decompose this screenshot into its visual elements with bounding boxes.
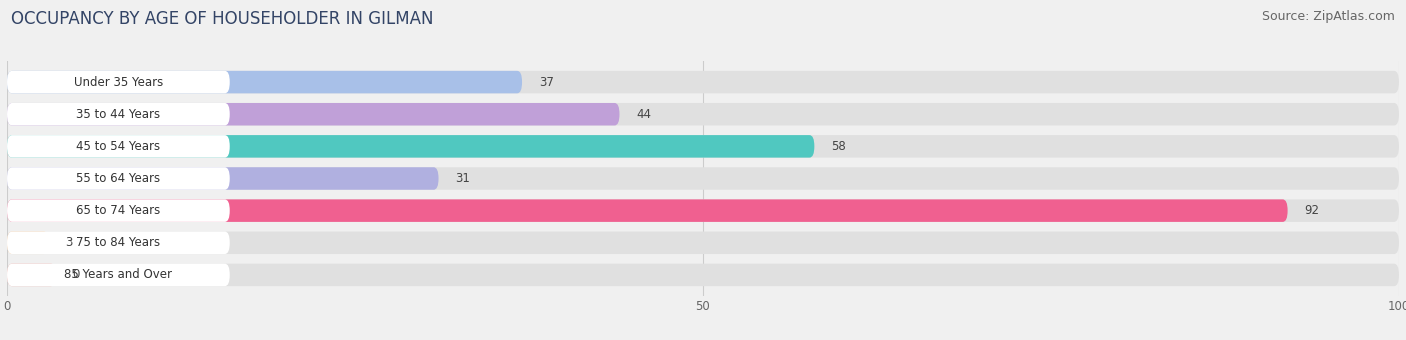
- FancyBboxPatch shape: [7, 135, 814, 158]
- Text: 44: 44: [636, 108, 651, 121]
- Text: 85 Years and Over: 85 Years and Over: [65, 268, 173, 282]
- Text: 37: 37: [538, 75, 554, 89]
- Text: 3: 3: [66, 236, 73, 249]
- Text: 92: 92: [1305, 204, 1319, 217]
- FancyBboxPatch shape: [7, 71, 1399, 94]
- FancyBboxPatch shape: [7, 232, 1399, 254]
- Text: Source: ZipAtlas.com: Source: ZipAtlas.com: [1261, 10, 1395, 23]
- Text: 75 to 84 Years: 75 to 84 Years: [76, 236, 160, 249]
- Text: 35 to 44 Years: 35 to 44 Years: [76, 108, 160, 121]
- FancyBboxPatch shape: [7, 167, 229, 190]
- FancyBboxPatch shape: [7, 264, 229, 286]
- Text: 55 to 64 Years: 55 to 64 Years: [76, 172, 160, 185]
- FancyBboxPatch shape: [7, 103, 229, 125]
- FancyBboxPatch shape: [7, 135, 1399, 158]
- Text: 31: 31: [456, 172, 470, 185]
- FancyBboxPatch shape: [7, 232, 49, 254]
- FancyBboxPatch shape: [7, 167, 1399, 190]
- FancyBboxPatch shape: [7, 71, 229, 94]
- FancyBboxPatch shape: [7, 199, 1399, 222]
- Text: 58: 58: [831, 140, 846, 153]
- Text: 65 to 74 Years: 65 to 74 Years: [76, 204, 160, 217]
- FancyBboxPatch shape: [7, 199, 1288, 222]
- FancyBboxPatch shape: [7, 199, 229, 222]
- FancyBboxPatch shape: [7, 103, 620, 125]
- Text: Under 35 Years: Under 35 Years: [73, 75, 163, 89]
- FancyBboxPatch shape: [7, 264, 56, 286]
- FancyBboxPatch shape: [7, 135, 229, 158]
- FancyBboxPatch shape: [7, 232, 229, 254]
- FancyBboxPatch shape: [7, 264, 1399, 286]
- FancyBboxPatch shape: [7, 167, 439, 190]
- Text: OCCUPANCY BY AGE OF HOUSEHOLDER IN GILMAN: OCCUPANCY BY AGE OF HOUSEHOLDER IN GILMA…: [11, 10, 433, 28]
- FancyBboxPatch shape: [7, 103, 1399, 125]
- Text: 0: 0: [73, 268, 80, 282]
- FancyBboxPatch shape: [7, 71, 522, 94]
- Text: 45 to 54 Years: 45 to 54 Years: [76, 140, 160, 153]
